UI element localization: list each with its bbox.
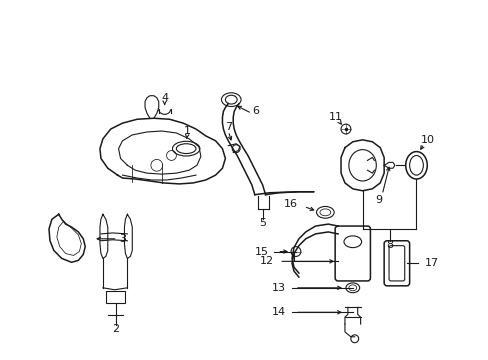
Text: 6: 6 <box>252 107 259 116</box>
Text: 2: 2 <box>112 324 119 334</box>
Text: 11: 11 <box>328 112 343 122</box>
Text: 8: 8 <box>386 240 393 250</box>
Text: 9: 9 <box>375 195 382 204</box>
Text: 10: 10 <box>420 135 434 145</box>
Text: 15: 15 <box>254 247 268 257</box>
Text: 1: 1 <box>183 126 190 136</box>
Text: 17: 17 <box>424 258 438 268</box>
Text: 12: 12 <box>260 256 274 266</box>
Text: 14: 14 <box>271 307 285 317</box>
Text: 3: 3 <box>119 234 126 244</box>
Text: 4: 4 <box>161 93 168 103</box>
Text: 13: 13 <box>272 283 285 293</box>
Text: 5: 5 <box>259 218 265 228</box>
Text: 7: 7 <box>224 122 231 132</box>
Text: 16: 16 <box>284 198 297 208</box>
